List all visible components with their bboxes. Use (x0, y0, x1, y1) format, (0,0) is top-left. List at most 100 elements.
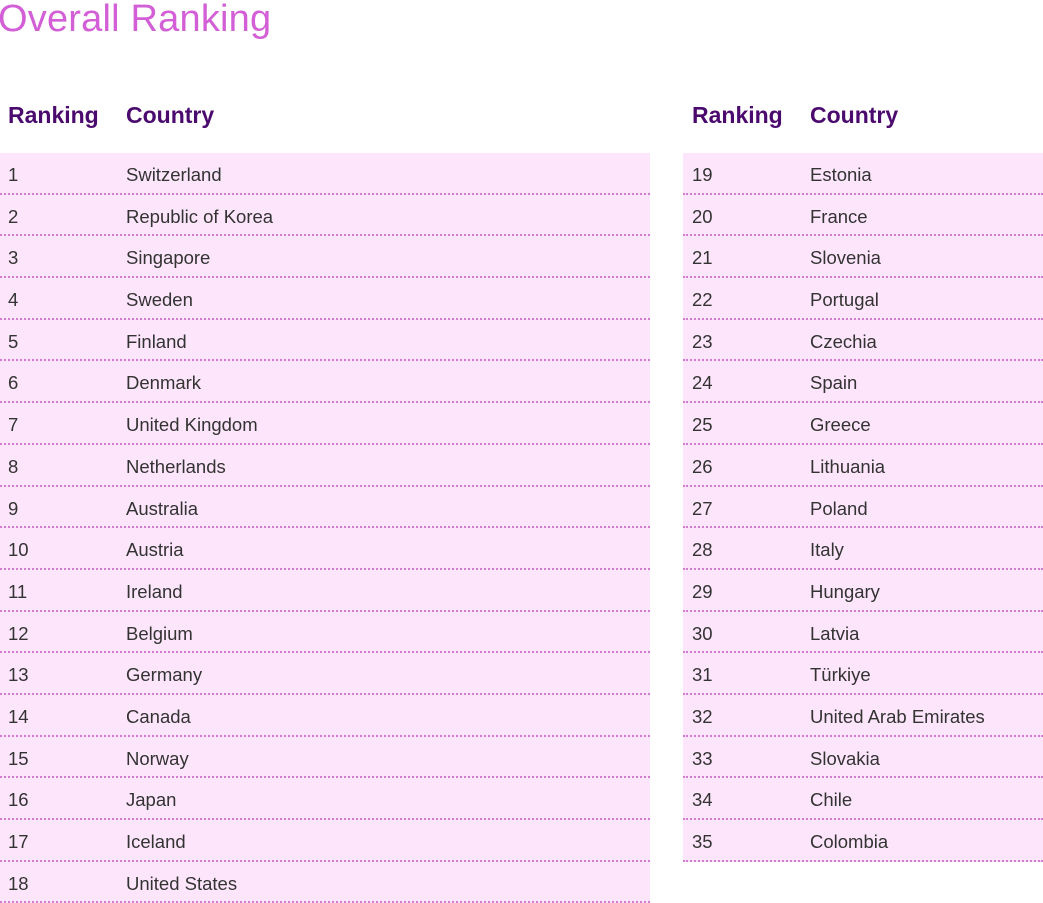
rank-cell: 5 (8, 330, 19, 352)
rank-cell: 4 (8, 289, 19, 311)
country-cell: Canada (126, 705, 191, 727)
right-header-ranking: Ranking (692, 102, 783, 128)
table-row: 7 United Kingdom (0, 403, 650, 445)
country-cell: Hungary (810, 580, 880, 602)
rank-cell: 13 (8, 664, 29, 686)
rank-cell: 16 (8, 789, 29, 811)
country-cell: Netherlands (126, 455, 226, 477)
table-row: 12 Belgium (0, 612, 650, 654)
table-row: 30 Latvia (683, 612, 1043, 654)
table-row: 23 Czechia (683, 320, 1043, 362)
table-row: 26 Lithuania (683, 445, 1043, 487)
table-row: 21 Slovenia (683, 236, 1043, 279)
country-cell: Republic of Korea (126, 205, 274, 227)
table-row: 32 United Arab Emirates (683, 695, 1043, 737)
rank-cell: 19 (692, 164, 713, 185)
rank-cell: 35 (692, 831, 713, 852)
country-cell: Slovakia (810, 747, 880, 769)
rank-cell: 6 (8, 372, 19, 394)
country-cell: Singapore (126, 247, 211, 269)
rank-cell: 7 (8, 414, 19, 436)
left-ranking-table: 1 Switzerland 2 Republic of Korea 3 Singapore… (0, 153, 650, 903)
rank-cell: 28 (692, 539, 713, 561)
table-row: 17 Iceland (0, 820, 650, 862)
country-cell: Switzerland (126, 164, 222, 185)
country-cell: Austria (126, 539, 184, 561)
table-row: 3 Singapore (0, 236, 650, 279)
rank-cell: 34 (692, 789, 713, 811)
table-row: 14 Canada (0, 695, 650, 737)
country-cell: Ireland (126, 580, 183, 602)
country-cell: Norway (126, 747, 189, 769)
table-row: 33 Slovakia (683, 737, 1043, 779)
rank-cell: 17 (8, 831, 29, 852)
rank-cell: 1 (8, 164, 19, 185)
rank-cell: 23 (692, 330, 713, 352)
country-cell: Denmark (126, 372, 202, 394)
left-header-country: Country (126, 102, 215, 128)
rank-cell: 3 (8, 247, 19, 269)
rank-cell: 31 (692, 664, 713, 686)
country-cell: Estonia (810, 164, 872, 185)
rank-cell: 21 (692, 247, 713, 269)
rank-cell: 29 (692, 580, 713, 602)
right-ranking-table: 19 Estonia 20 France 21 Slovenia 22 Portugal 23 C… (683, 153, 1043, 862)
country-cell: Finland (126, 330, 187, 352)
table-row: 35 Colombia (683, 820, 1043, 862)
country-cell: Lithuania (810, 455, 886, 477)
country-cell: Germany (126, 664, 203, 686)
rank-cell: 32 (692, 705, 713, 727)
rank-cell: 27 (692, 497, 713, 519)
rank-cell: 33 (692, 747, 713, 769)
table-row: 24 Spain (683, 361, 1043, 404)
rank-cell: 18 (8, 872, 29, 894)
country-cell: Latvia (810, 622, 860, 644)
country-cell: Greece (810, 414, 871, 436)
table-row: 16 Japan (0, 778, 650, 820)
table-row: 29 Hungary (683, 570, 1043, 612)
rank-cell: 9 (8, 497, 19, 519)
rank-cell: 25 (692, 414, 713, 436)
table-row: 20 France (683, 195, 1043, 237)
table-row: 2 Republic of Korea (0, 195, 650, 237)
country-cell: Japan (126, 789, 177, 811)
country-cell: United Kingdom (126, 414, 258, 436)
country-cell: United States (126, 872, 238, 894)
rank-cell: 2 (8, 205, 19, 227)
table-row: 8 Netherlands (0, 445, 650, 487)
rank-cell: 12 (8, 622, 29, 644)
rank-cell: 11 (8, 580, 28, 602)
left-header-ranking: Ranking (8, 102, 99, 128)
table-row: 1 Switzerland (0, 153, 650, 195)
country-cell: United Arab Emirates (810, 705, 985, 727)
country-cell: Spain (810, 372, 858, 394)
table-row: 34 Chile (683, 778, 1043, 820)
table-row: 5 Finland (0, 320, 650, 362)
rank-cell: 14 (8, 705, 29, 727)
rank-cell: 22 (692, 289, 713, 311)
page-title: Overall Ranking (0, 0, 272, 40)
rank-cell: 30 (692, 622, 713, 644)
table-row: 18 United States (0, 862, 650, 903)
rank-cell: 20 (692, 205, 713, 227)
country-cell: Italy (810, 539, 844, 561)
country-cell: Sweden (126, 289, 193, 311)
table-row: 15 Norway (0, 737, 650, 779)
rank-cell: 10 (8, 539, 29, 561)
table-row: 4 Sweden (0, 278, 650, 320)
table-row: 11 Ireland (0, 570, 650, 612)
table-row: 31 Türkiye (683, 653, 1043, 695)
table-row: 28 Italy (683, 528, 1043, 570)
table-row: 19 Estonia (683, 153, 1043, 195)
rank-cell: 15 (8, 747, 29, 769)
country-cell: Australia (126, 497, 198, 519)
rank-cell: 26 (692, 455, 713, 477)
table-row: 9 Australia (0, 487, 650, 529)
table-row: 13 Germany (0, 653, 650, 695)
country-cell: Poland (810, 497, 868, 519)
table-row: 27 Poland (683, 487, 1043, 529)
country-cell: Slovenia (810, 247, 881, 269)
country-cell: Chile (810, 789, 853, 811)
country-cell: Portugal (810, 289, 879, 311)
rank-cell: 8 (8, 455, 19, 477)
